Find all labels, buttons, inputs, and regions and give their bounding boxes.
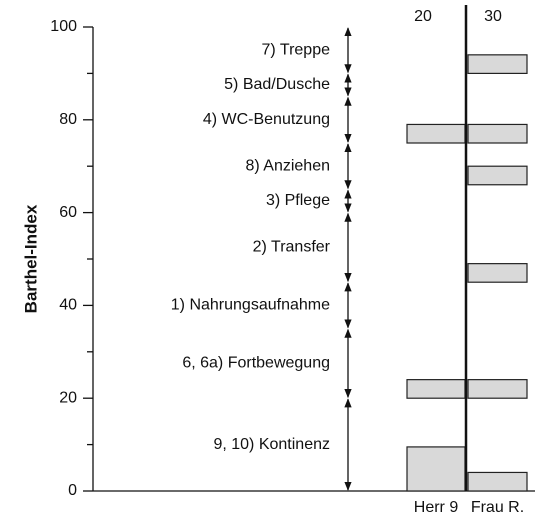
top-label: 30 [484,8,502,25]
bar [406,446,466,492]
bar [467,263,528,283]
x-tick-label: Frau R. [471,499,524,516]
y-tick-label: 80 [59,111,77,128]
y-tick-label: 100 [50,18,77,35]
bar [406,123,466,144]
item-label: 4) WC-Benutzung [203,111,330,128]
y-tick-label: 20 [59,389,77,406]
item-label: 7) Treppe [262,41,331,58]
item-label: 8) Anziehen [245,157,330,174]
bar [467,471,528,492]
y-tick-label: 40 [59,297,77,314]
item-label: 1) Nahrungsaufnahme [171,297,330,314]
bar [467,123,528,144]
y-tick-label: 60 [59,204,77,221]
bar [467,165,528,186]
x-tick-label: Herr 9 [414,499,459,516]
item-label: 2) Transfer [253,239,331,256]
item-label: 6, 6a) Fortbewegung [182,355,330,372]
item-label: 5) Bad/Dusche [224,76,330,93]
y-tick-label: 0 [68,482,77,499]
top-label: 20 [414,8,432,25]
bar [406,379,466,399]
y-axis-label: Barthel-Index [21,204,40,313]
item-label: 3) Pflege [266,192,330,209]
item-label: 9, 10) Kontinenz [213,436,330,453]
bar [467,379,528,399]
bar [467,54,528,74]
